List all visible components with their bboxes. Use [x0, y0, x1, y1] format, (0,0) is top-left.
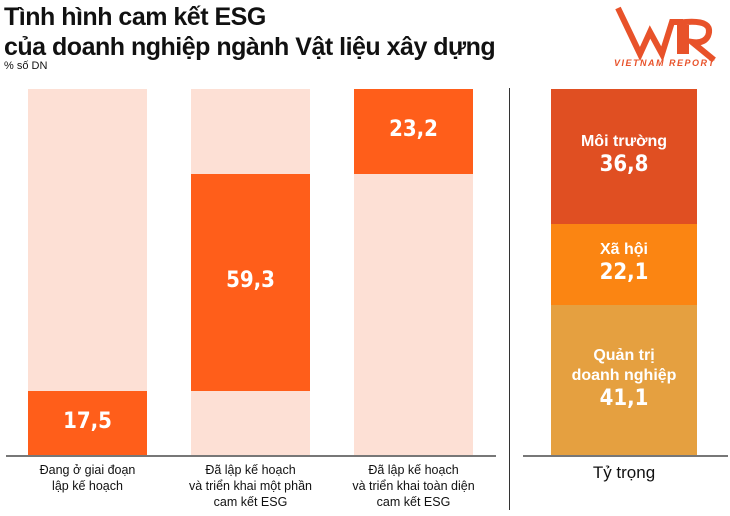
bar — [191, 173, 310, 391]
bar — [354, 89, 473, 174]
vnr-logo — [615, 6, 716, 63]
series-name: Quản trị doanh nghiệp — [571, 346, 677, 384]
category-label: Đã lập kế hoạch và triển khai một phần c… — [189, 463, 312, 509]
series-name: Xã hội — [599, 241, 648, 259]
series-value: 22,1 — [599, 260, 649, 286]
title-line-2: của doanh nghiệp ngành Vật liệu xây dựng — [4, 33, 496, 61]
data-label: 59,3 — [226, 268, 275, 294]
category-label: Đã lập kế hoạch và triển khai toàn diện … — [352, 463, 475, 509]
segment-label: Xã hội 22,1 — [551, 240, 697, 285]
stack-segment — [551, 304, 697, 455]
category-label: Tỷ trọng — [592, 463, 656, 482]
segment-label: Quản trị doanh nghiệp 41,1 — [551, 346, 697, 411]
series-value: 41,1 — [599, 385, 649, 411]
title-line-1: Tình hình cam kết ESG — [4, 3, 266, 31]
panel-divider — [509, 88, 510, 510]
x-axis-left — [6, 455, 496, 457]
series-value: 36,8 — [599, 152, 649, 178]
series-name: Môi trường — [580, 133, 668, 151]
data-label: 17,5 — [63, 408, 112, 434]
x-axis-right — [523, 455, 728, 457]
stack-segment — [551, 223, 697, 305]
category-label: Đang ở giai đoạn lập kế hoạch — [39, 463, 136, 493]
bar — [28, 390, 147, 455]
segment-label: Môi trường 36,8 — [551, 132, 697, 177]
chart-subtitle: % số DN — [4, 60, 48, 72]
data-label: 23,2 — [389, 117, 438, 143]
chart-title: Tình hình cam kết ESG của doanh nghiệp n… — [4, 2, 496, 62]
logo-text: VIETNAM REPORT — [614, 58, 716, 68]
stack-segment — [551, 89, 697, 224]
